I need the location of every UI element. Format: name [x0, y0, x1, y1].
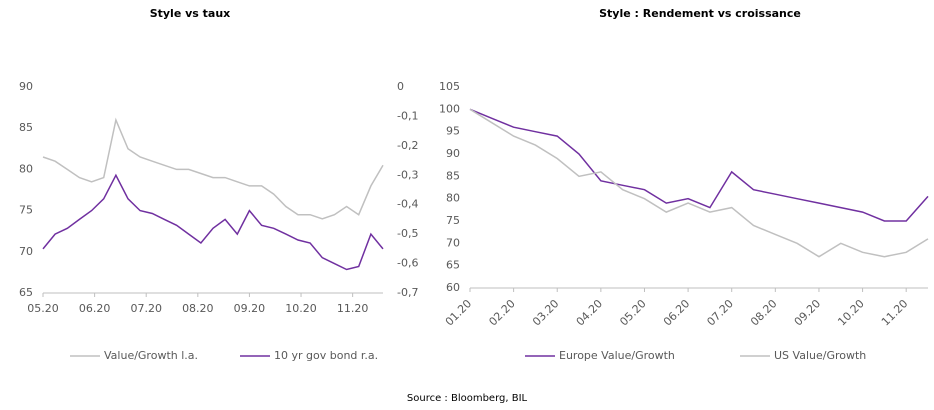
chart-title: Style vs taux [150, 7, 231, 20]
x-tick-label: 11.20 [337, 302, 369, 315]
y2-tick-label: -0,2 [397, 139, 418, 152]
chart-title: Style : Rendement vs croissance [599, 7, 801, 20]
x-tick-label: 06.20 [79, 302, 111, 315]
legend-label: Value/Growth l.a. [104, 349, 198, 362]
y-tick-label: 70 [446, 236, 460, 249]
y-tick-label: 65 [19, 286, 33, 299]
y-tick-label: 80 [446, 192, 460, 205]
x-tick-label: 07.20 [704, 297, 735, 328]
x-tick-label: 08.20 [748, 297, 779, 328]
y-tick-label: 75 [446, 214, 460, 227]
y-tick-label: 90 [19, 80, 33, 93]
x-tick-label: 08.20 [182, 302, 214, 315]
y-tick-label: 105 [439, 80, 460, 93]
y2-tick-label: 0 [397, 80, 404, 93]
x-tick-label: 03.20 [530, 297, 561, 328]
y2-tick-label: -0,7 [397, 286, 418, 299]
series-line [469, 108, 929, 222]
series-line [469, 108, 929, 258]
y-tick-label: 75 [19, 204, 33, 217]
y2-tick-label: -0,6 [397, 257, 418, 270]
y-tick-label: 80 [19, 162, 33, 175]
x-tick-label: 06.20 [661, 297, 692, 328]
legend-label: 10 yr gov bond r.a. [274, 349, 378, 362]
y2-tick-label: -0,5 [397, 227, 418, 240]
x-tick-label: 10.20 [285, 302, 317, 315]
y-tick-label: 85 [446, 169, 460, 182]
x-tick-label: 05.20 [27, 302, 59, 315]
x-tick-label: 10.20 [835, 297, 866, 328]
y2-tick-label: -0,3 [397, 168, 418, 181]
series-line [42, 173, 384, 271]
x-tick-label: 09.20 [792, 297, 823, 328]
x-tick-label: 05.20 [617, 297, 648, 328]
y-tick-label: 65 [446, 259, 460, 272]
x-tick-label: 09.20 [234, 302, 266, 315]
y-tick-label: 90 [446, 147, 460, 160]
x-tick-label: 11.20 [879, 297, 910, 328]
y-tick-label: 95 [446, 125, 460, 138]
legend-label: Europe Value/Growth [559, 349, 675, 362]
y2-tick-label: -0,1 [397, 109, 418, 122]
y-tick-label: 60 [446, 281, 460, 294]
x-tick-label: 04.20 [574, 297, 605, 328]
legend-label: US Value/Growth [774, 349, 866, 362]
y-tick-label: 100 [439, 102, 460, 115]
x-tick-label: 01.20 [443, 297, 474, 328]
x-tick-label: 02.20 [486, 297, 517, 328]
series-line [42, 117, 384, 220]
x-tick-label: 07.20 [130, 302, 162, 315]
y-tick-label: 85 [19, 121, 33, 134]
source: Source : Bloomberg, BIL [407, 393, 528, 404]
y2-tick-label: -0,4 [397, 198, 418, 211]
y-tick-label: 70 [19, 245, 33, 258]
